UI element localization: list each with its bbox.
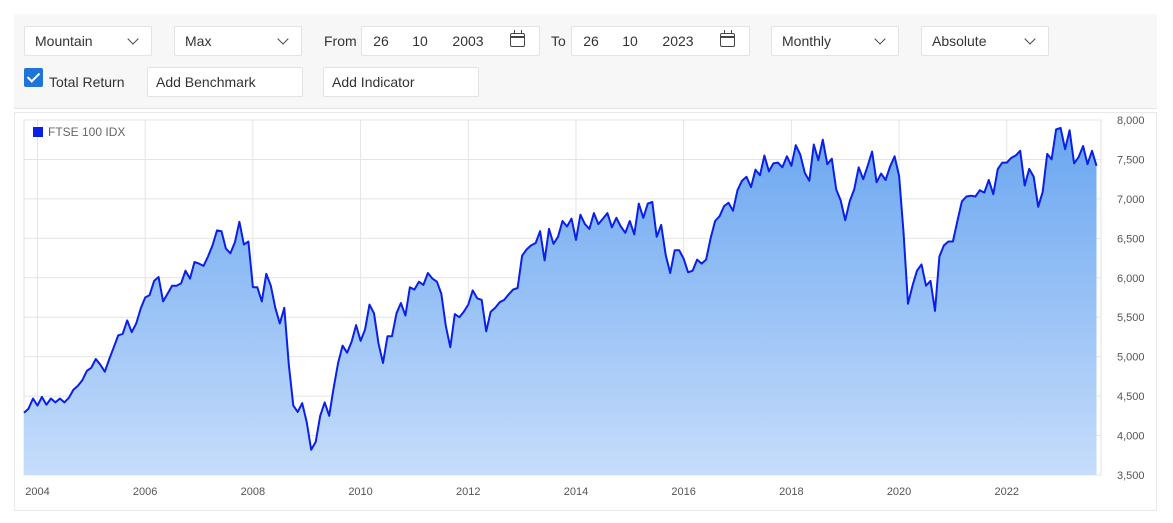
y-tick-label: 7,000 <box>1117 194 1145 206</box>
legend-swatch <box>33 127 43 137</box>
x-tick-label: 2016 <box>671 486 695 498</box>
calendar-icon[interactable] <box>510 30 525 47</box>
from-month[interactable]: 10 <box>412 33 428 49</box>
y-tick-label: 5,000 <box>1117 352 1145 364</box>
x-tick-label: 2020 <box>887 486 911 498</box>
x-tick-label: 2012 <box>456 486 480 498</box>
y-tick-label: 5,500 <box>1117 312 1145 324</box>
calendar-icon[interactable] <box>720 30 735 47</box>
y-tick-label: 6,000 <box>1117 273 1145 285</box>
add-indicator-button[interactable]: Add Indicator <box>323 67 479 97</box>
x-tick-label: 2006 <box>133 486 157 498</box>
y-tick-label: 7,500 <box>1117 154 1145 166</box>
frequency-select[interactable]: Monthly <box>771 26 899 56</box>
y-tick-label: 4,500 <box>1117 391 1145 403</box>
y-tick-label: 3,500 <box>1117 470 1145 482</box>
from-date-field[interactable]: 26 10 2003 <box>361 26 540 56</box>
scale-select[interactable]: Absolute <box>921 26 1049 56</box>
x-tick-label: 2008 <box>241 486 265 498</box>
add-benchmark-label: Add Benchmark <box>156 74 256 90</box>
from-label: From <box>324 33 357 49</box>
x-tick-label: 2010 <box>348 486 372 498</box>
y-tick-label: 6,500 <box>1117 233 1145 245</box>
legend-label: FTSE 100 IDX <box>48 125 125 139</box>
y-tick-label: 4,000 <box>1117 431 1145 443</box>
chart-container <box>14 112 1157 511</box>
chart-style-select[interactable]: Mountain <box>24 26 152 56</box>
to-label: To <box>551 33 566 49</box>
frequency-value: Monthly <box>782 33 832 49</box>
add-indicator-label: Add Indicator <box>332 74 415 90</box>
to-year[interactable]: 2023 <box>662 33 694 49</box>
x-tick-label: 2014 <box>564 486 588 498</box>
to-day[interactable]: 26 <box>583 33 599 49</box>
to-month[interactable]: 10 <box>622 33 638 49</box>
series-area <box>24 127 1097 476</box>
x-tick-label: 2018 <box>779 486 803 498</box>
from-year[interactable]: 2003 <box>452 33 484 49</box>
from-day[interactable]: 26 <box>373 33 389 49</box>
to-date-field[interactable]: 26 10 2023 <box>571 26 750 56</box>
chart-style-value: Mountain <box>35 33 93 49</box>
add-benchmark-button[interactable]: Add Benchmark <box>147 67 303 97</box>
total-return-label[interactable]: Total Return <box>49 74 125 90</box>
scale-value: Absolute <box>932 33 987 49</box>
x-tick-label: 2022 <box>995 486 1019 498</box>
x-tick-label: 2004 <box>25 486 49 498</box>
series-line <box>23 126 1098 451</box>
y-tick-label: 8,000 <box>1117 115 1145 127</box>
total-return-checkbox[interactable] <box>24 68 43 87</box>
period-select[interactable]: Max <box>174 26 302 56</box>
period-value: Max <box>185 33 212 49</box>
legend[interactable]: FTSE 100 IDX <box>33 125 125 139</box>
